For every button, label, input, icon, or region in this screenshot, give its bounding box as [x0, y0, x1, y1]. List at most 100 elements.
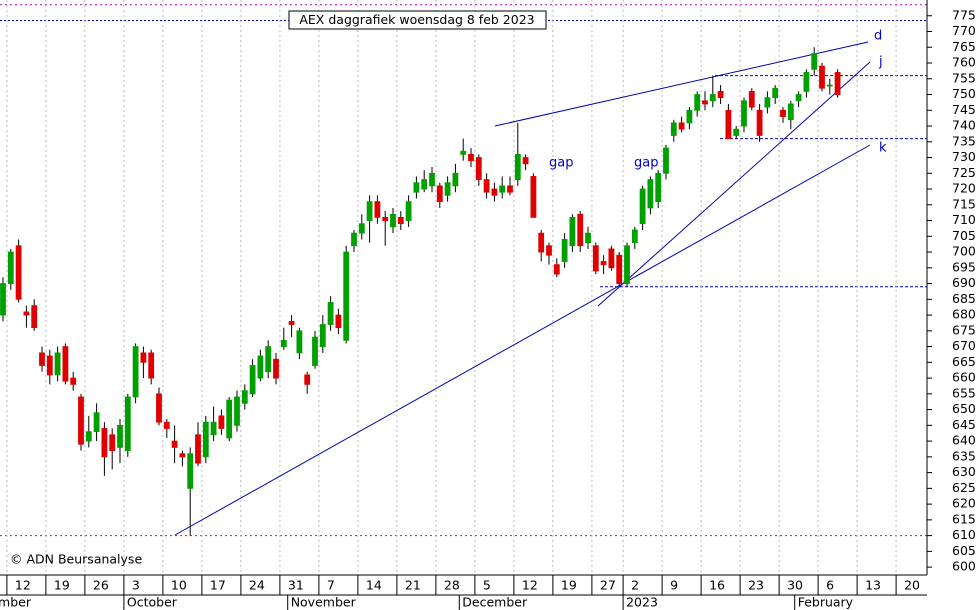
x-tick-label: 19 [54, 578, 70, 593]
candle-body [163, 421, 170, 429]
candle-body [592, 245, 599, 272]
candle-body [678, 122, 685, 130]
candle-body [54, 352, 61, 376]
candle-body [647, 179, 654, 209]
candle-body [686, 109, 693, 124]
candle-body [140, 352, 147, 363]
month-label: February [798, 595, 854, 610]
y-tick-label: 710 [952, 212, 976, 227]
y-tick-label: 765 [952, 39, 976, 54]
candle-body [31, 305, 38, 329]
y-tick-label: 690 [952, 275, 976, 290]
y-tick-label: 670 [952, 338, 976, 353]
y-tick-label: 695 [952, 259, 976, 274]
candle-body [421, 179, 428, 190]
x-tick-label: 5 [483, 578, 491, 593]
title-box [288, 10, 547, 30]
candle-body [179, 453, 186, 458]
x-tick-label: 31 [288, 578, 304, 593]
month-label: September [0, 595, 32, 610]
candle-body [210, 421, 217, 436]
candle-body [741, 100, 747, 127]
candle-body [561, 239, 568, 262]
candle-body [663, 147, 669, 174]
candle-body [413, 182, 420, 193]
month-label: December [462, 595, 528, 610]
candle-body [397, 216, 404, 225]
candle-body [608, 248, 615, 269]
x-tick-label: 3 [132, 578, 140, 593]
candle-body [670, 122, 677, 136]
candle-body [460, 150, 467, 155]
candle-body [709, 94, 716, 102]
x-tick-label: 27 [600, 578, 616, 593]
candle-body [109, 434, 116, 451]
y-tick-label: 640 [952, 433, 976, 448]
candle-body [78, 396, 84, 445]
y-tick-label: 655 [952, 385, 976, 400]
candle-body [132, 346, 139, 398]
candle-body [319, 324, 326, 347]
candle-body [171, 440, 178, 448]
candle-body [93, 412, 100, 433]
x-tick-label: 19 [561, 578, 577, 593]
candle-body [694, 94, 701, 111]
x-tick-label: 13 [865, 578, 881, 593]
y-tick-label: 705 [952, 228, 976, 243]
candle-body [70, 377, 77, 385]
candle-body [436, 185, 443, 203]
y-tick-label: 650 [952, 401, 976, 416]
y-tick-label: 645 [952, 417, 976, 432]
candle-body [148, 352, 155, 379]
y-tick-label: 625 [952, 480, 976, 495]
x-tick-label: 24 [249, 578, 265, 593]
candle-body [101, 428, 108, 458]
y-tick-label: 630 [952, 464, 976, 479]
candle-body [241, 390, 248, 404]
candle-body [335, 314, 342, 329]
y-tick-label: 740 [952, 118, 976, 133]
y-tick-label: 600 [952, 559, 976, 574]
candle-body [530, 176, 537, 218]
candle-body [475, 157, 482, 180]
candle-body [764, 97, 771, 108]
y-tick-label: 615 [952, 511, 976, 526]
candle-body [234, 396, 240, 426]
candle-body [23, 311, 30, 316]
candle-body [390, 213, 396, 228]
candle-body [499, 185, 506, 193]
candle-body [202, 421, 209, 458]
candle-body [343, 251, 350, 341]
candle-body [569, 216, 576, 247]
candle-body [117, 424, 123, 448]
x-tick-label: 12 [522, 578, 538, 593]
month-label: November [291, 595, 357, 610]
annotation: gap [549, 156, 573, 171]
candle-body [624, 245, 630, 284]
candle-body [187, 453, 194, 489]
candle-body [226, 399, 233, 439]
candle-body [507, 185, 513, 193]
annotation: k [879, 141, 887, 156]
candle-body [7, 251, 14, 284]
candle-body [296, 330, 303, 354]
candle-body [631, 229, 638, 244]
y-tick-label: 660 [952, 370, 976, 385]
candle-body [327, 302, 334, 325]
y-tick-label: 715 [952, 196, 976, 211]
candle-body [0, 283, 6, 316]
candle-body [39, 352, 45, 366]
y-tick-label: 665 [952, 354, 976, 369]
candle-body [553, 264, 560, 275]
candles [0, 47, 841, 536]
candle-body [522, 157, 529, 165]
y-tick-label: 605 [952, 543, 976, 558]
x-tick-label: 14 [366, 578, 382, 593]
candle-body [288, 320, 295, 325]
candle-body [702, 100, 708, 105]
candle-body [780, 109, 786, 117]
candle-body [358, 223, 365, 234]
x-tick-label: 30 [787, 578, 803, 593]
